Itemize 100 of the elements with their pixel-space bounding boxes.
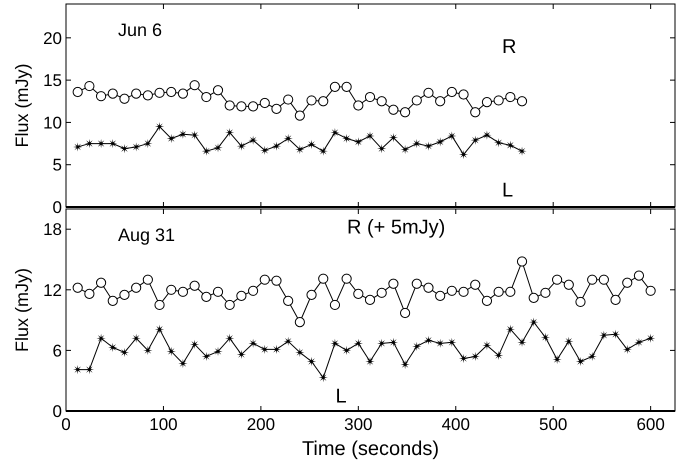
point xyxy=(271,104,282,114)
point xyxy=(458,286,469,297)
point xyxy=(575,296,586,308)
point xyxy=(365,356,375,366)
series-label: R xyxy=(502,36,516,58)
point xyxy=(564,280,574,290)
point xyxy=(166,284,176,295)
point xyxy=(201,92,212,102)
point xyxy=(516,96,528,106)
x-tick-label: 200 xyxy=(246,415,276,434)
point xyxy=(178,130,188,139)
point xyxy=(154,88,165,98)
point xyxy=(634,270,644,281)
point xyxy=(283,94,294,105)
point xyxy=(646,286,656,296)
point xyxy=(236,290,246,301)
point xyxy=(423,88,434,98)
point xyxy=(330,300,340,310)
point xyxy=(260,98,270,108)
point xyxy=(506,324,515,334)
point xyxy=(166,346,176,356)
point xyxy=(400,360,410,370)
point xyxy=(131,282,142,293)
point xyxy=(120,144,130,154)
point xyxy=(528,292,539,303)
point xyxy=(212,85,224,96)
point xyxy=(447,131,456,141)
point xyxy=(306,140,316,150)
point xyxy=(470,352,480,362)
point xyxy=(458,89,469,100)
point xyxy=(588,352,597,362)
point xyxy=(236,142,246,151)
point xyxy=(436,137,445,146)
point xyxy=(119,290,130,300)
point xyxy=(447,338,456,347)
point xyxy=(96,278,106,288)
point xyxy=(365,131,375,141)
point xyxy=(96,91,106,102)
point xyxy=(96,334,106,343)
point xyxy=(364,92,376,102)
point xyxy=(108,138,118,148)
annotation: Jun 6 xyxy=(118,20,162,40)
point xyxy=(202,146,211,156)
point xyxy=(119,94,130,104)
point xyxy=(436,338,445,348)
point xyxy=(272,344,282,354)
point xyxy=(178,286,188,297)
point xyxy=(190,80,200,90)
point xyxy=(482,340,492,350)
point xyxy=(330,82,340,92)
point xyxy=(225,334,234,343)
point xyxy=(72,86,83,98)
point xyxy=(143,138,152,148)
point xyxy=(306,95,317,106)
point xyxy=(412,342,422,351)
point xyxy=(318,274,328,284)
point xyxy=(424,142,434,151)
point xyxy=(330,338,340,348)
point xyxy=(354,137,363,146)
point xyxy=(494,95,504,106)
point xyxy=(482,97,492,108)
point xyxy=(84,138,94,148)
point xyxy=(178,358,188,368)
point xyxy=(260,274,270,285)
point xyxy=(482,130,492,140)
point xyxy=(377,338,386,348)
y-tick-label: 15 xyxy=(43,71,62,90)
point xyxy=(412,278,422,289)
y-axis-title: Flux (mJy) xyxy=(12,64,32,148)
point xyxy=(540,288,551,298)
x-tick-label: 500 xyxy=(539,415,568,434)
point xyxy=(505,92,516,102)
point xyxy=(260,146,270,155)
point xyxy=(295,144,304,154)
point xyxy=(108,342,118,352)
point xyxy=(364,294,376,305)
point xyxy=(132,142,141,152)
point xyxy=(376,96,387,106)
point xyxy=(494,350,504,360)
point xyxy=(505,286,516,297)
x-tick-label: 300 xyxy=(344,415,373,434)
point xyxy=(576,356,586,366)
point xyxy=(108,88,118,99)
point xyxy=(73,142,82,152)
point xyxy=(284,134,293,144)
point xyxy=(108,296,118,306)
point xyxy=(190,130,200,140)
point xyxy=(236,101,246,112)
point xyxy=(201,292,212,302)
point xyxy=(342,82,352,92)
point xyxy=(120,348,130,358)
point xyxy=(213,143,223,152)
point xyxy=(400,144,410,154)
point xyxy=(142,274,153,285)
point xyxy=(166,86,176,98)
point xyxy=(143,346,152,355)
point xyxy=(73,364,82,374)
point xyxy=(354,338,363,348)
point xyxy=(330,128,340,138)
point xyxy=(294,110,305,121)
